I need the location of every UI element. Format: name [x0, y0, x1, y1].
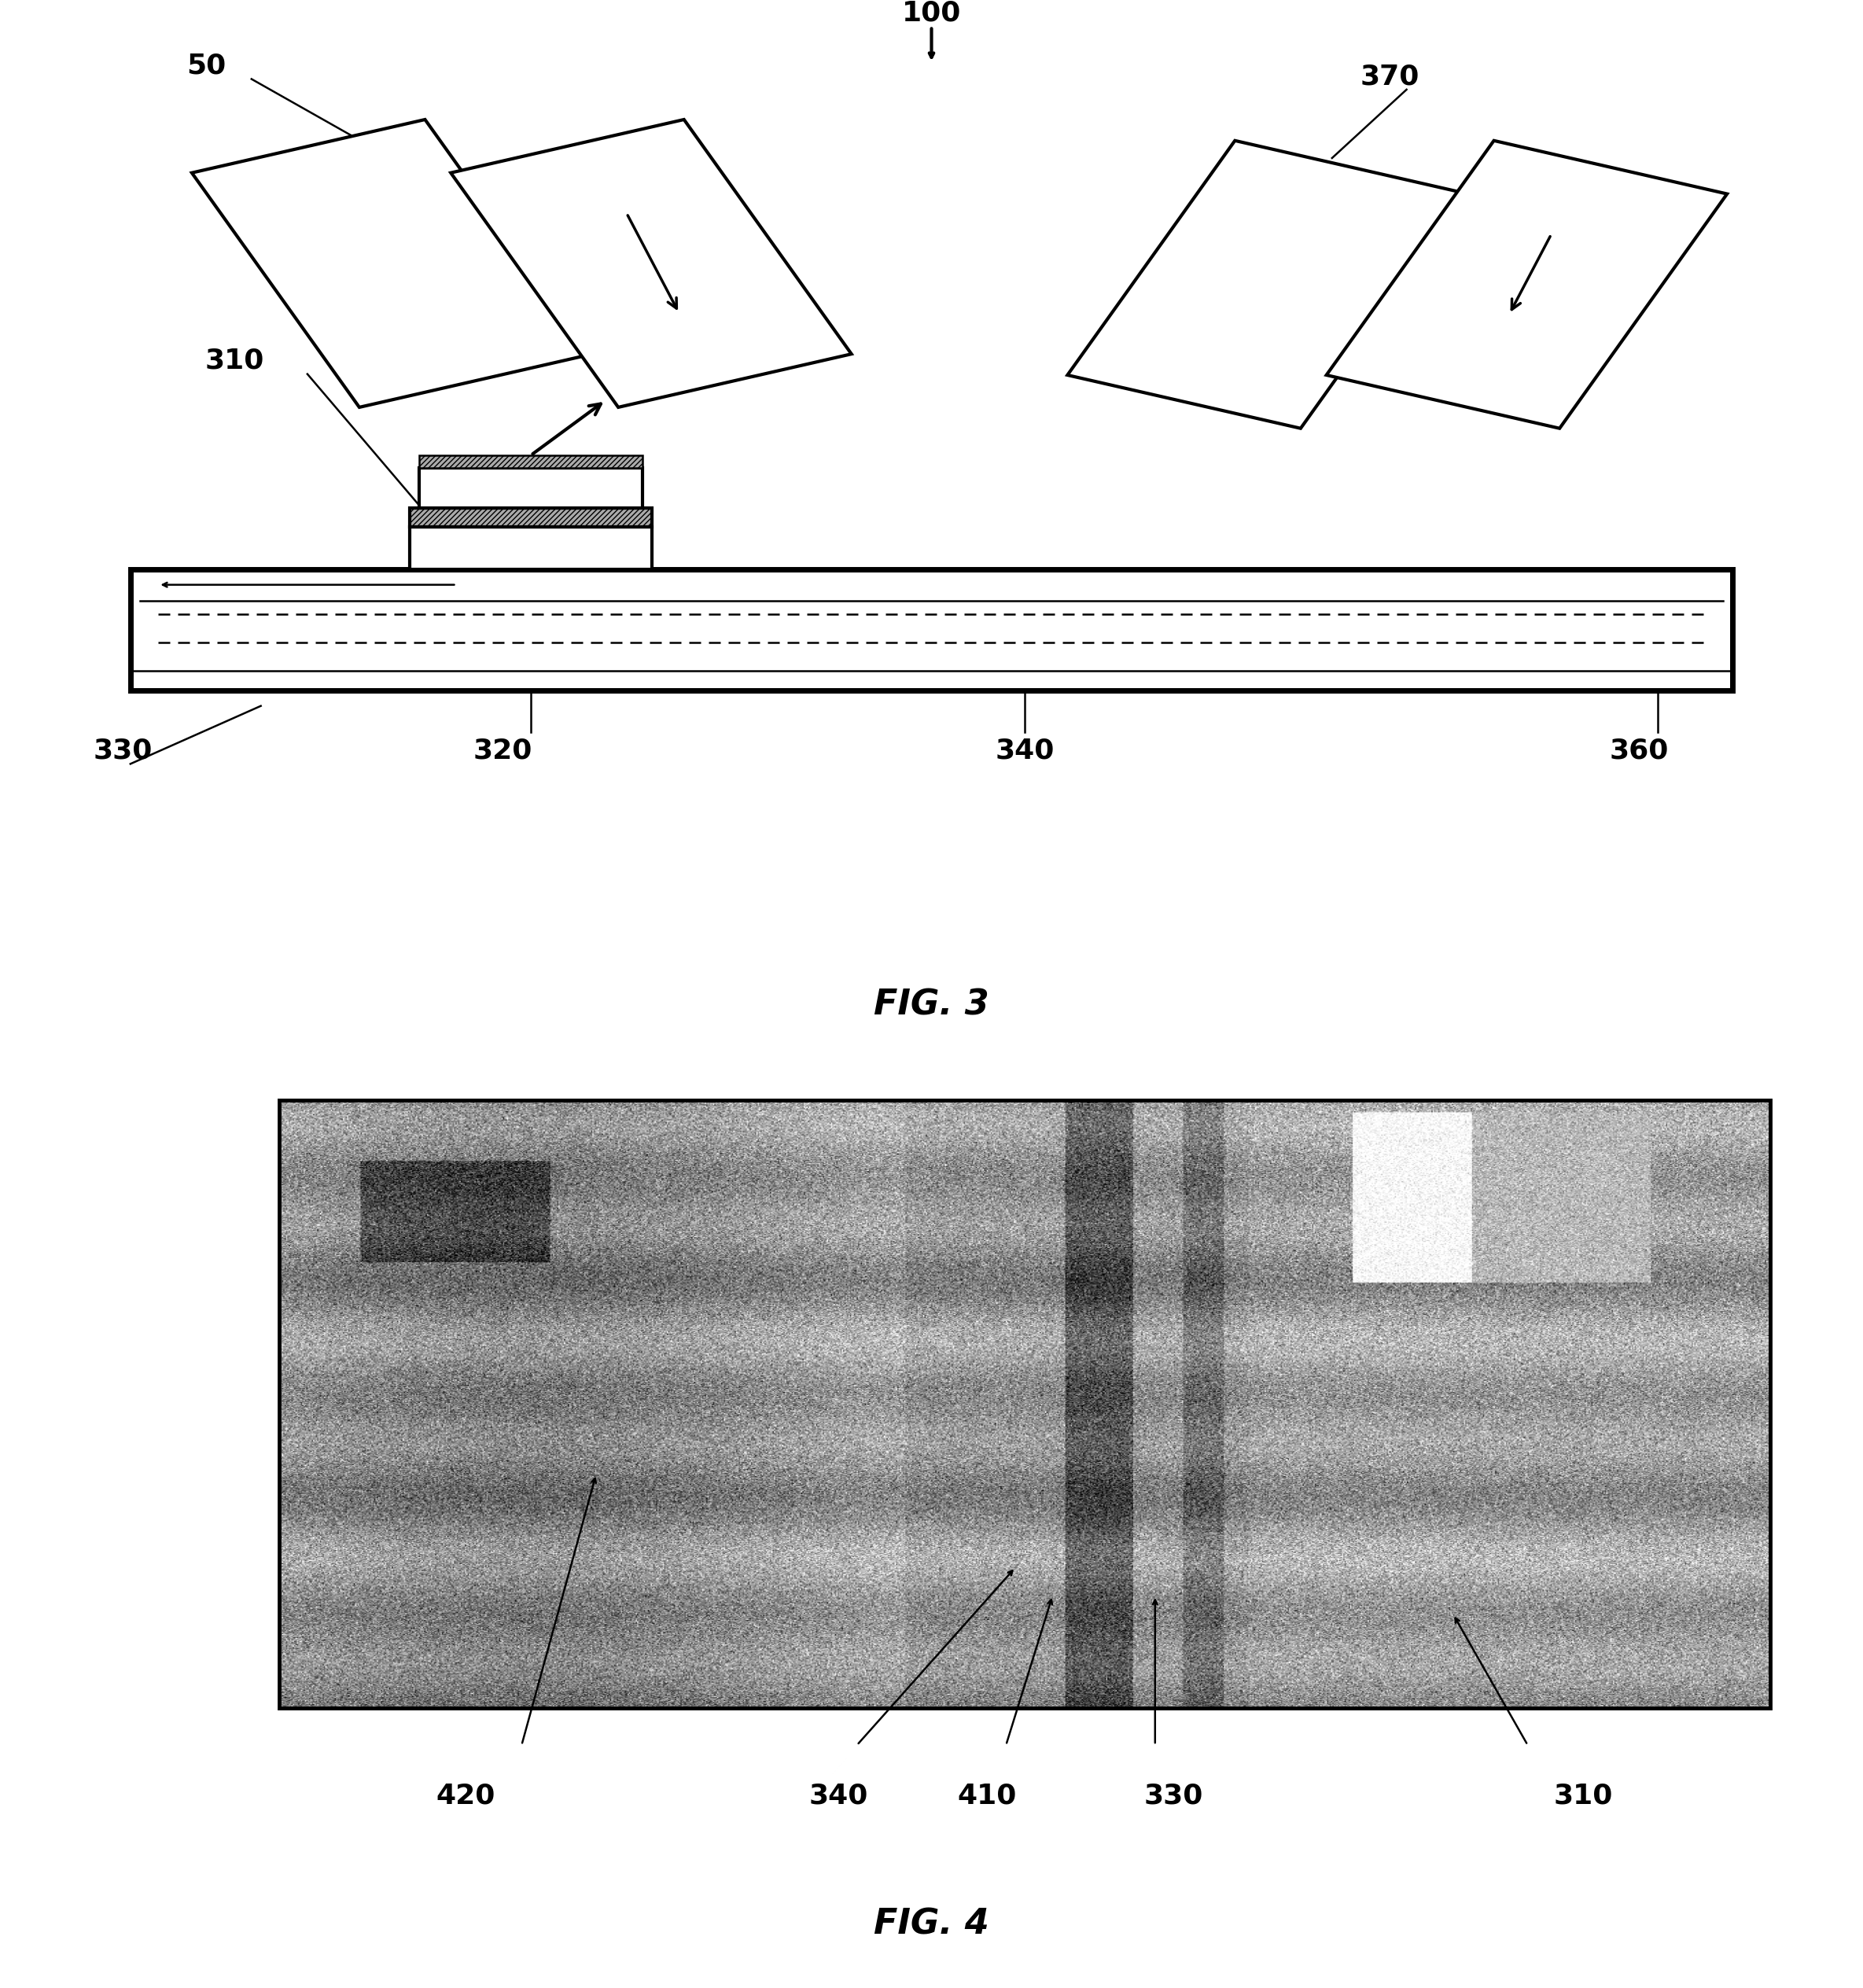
Text: 340: 340 — [995, 738, 1054, 763]
Bar — [410, 507, 652, 527]
Bar — [410, 527, 652, 569]
Text: 320: 320 — [473, 738, 533, 763]
Polygon shape — [451, 119, 851, 408]
Text: FIG. 4: FIG. 4 — [874, 1906, 989, 1940]
Bar — [419, 467, 643, 507]
Text: 410: 410 — [958, 1783, 1017, 1809]
Polygon shape — [1326, 141, 1727, 427]
Text: 100: 100 — [902, 0, 961, 26]
Polygon shape — [1067, 141, 1468, 427]
Text: 310: 310 — [205, 348, 265, 374]
Text: 340: 340 — [809, 1783, 868, 1809]
Text: 330: 330 — [1144, 1783, 1203, 1809]
Text: FIG. 3: FIG. 3 — [874, 988, 989, 1022]
Bar — [130, 569, 1733, 690]
Polygon shape — [192, 119, 592, 408]
Text: 420: 420 — [436, 1783, 496, 1809]
Text: 330: 330 — [93, 738, 153, 763]
Text: 370: 370 — [1360, 64, 1420, 89]
Text: 50: 50 — [186, 52, 225, 80]
Bar — [279, 1101, 1770, 1708]
Text: 310: 310 — [1554, 1783, 1613, 1809]
Text: 360: 360 — [1610, 738, 1669, 763]
Bar — [419, 455, 643, 467]
